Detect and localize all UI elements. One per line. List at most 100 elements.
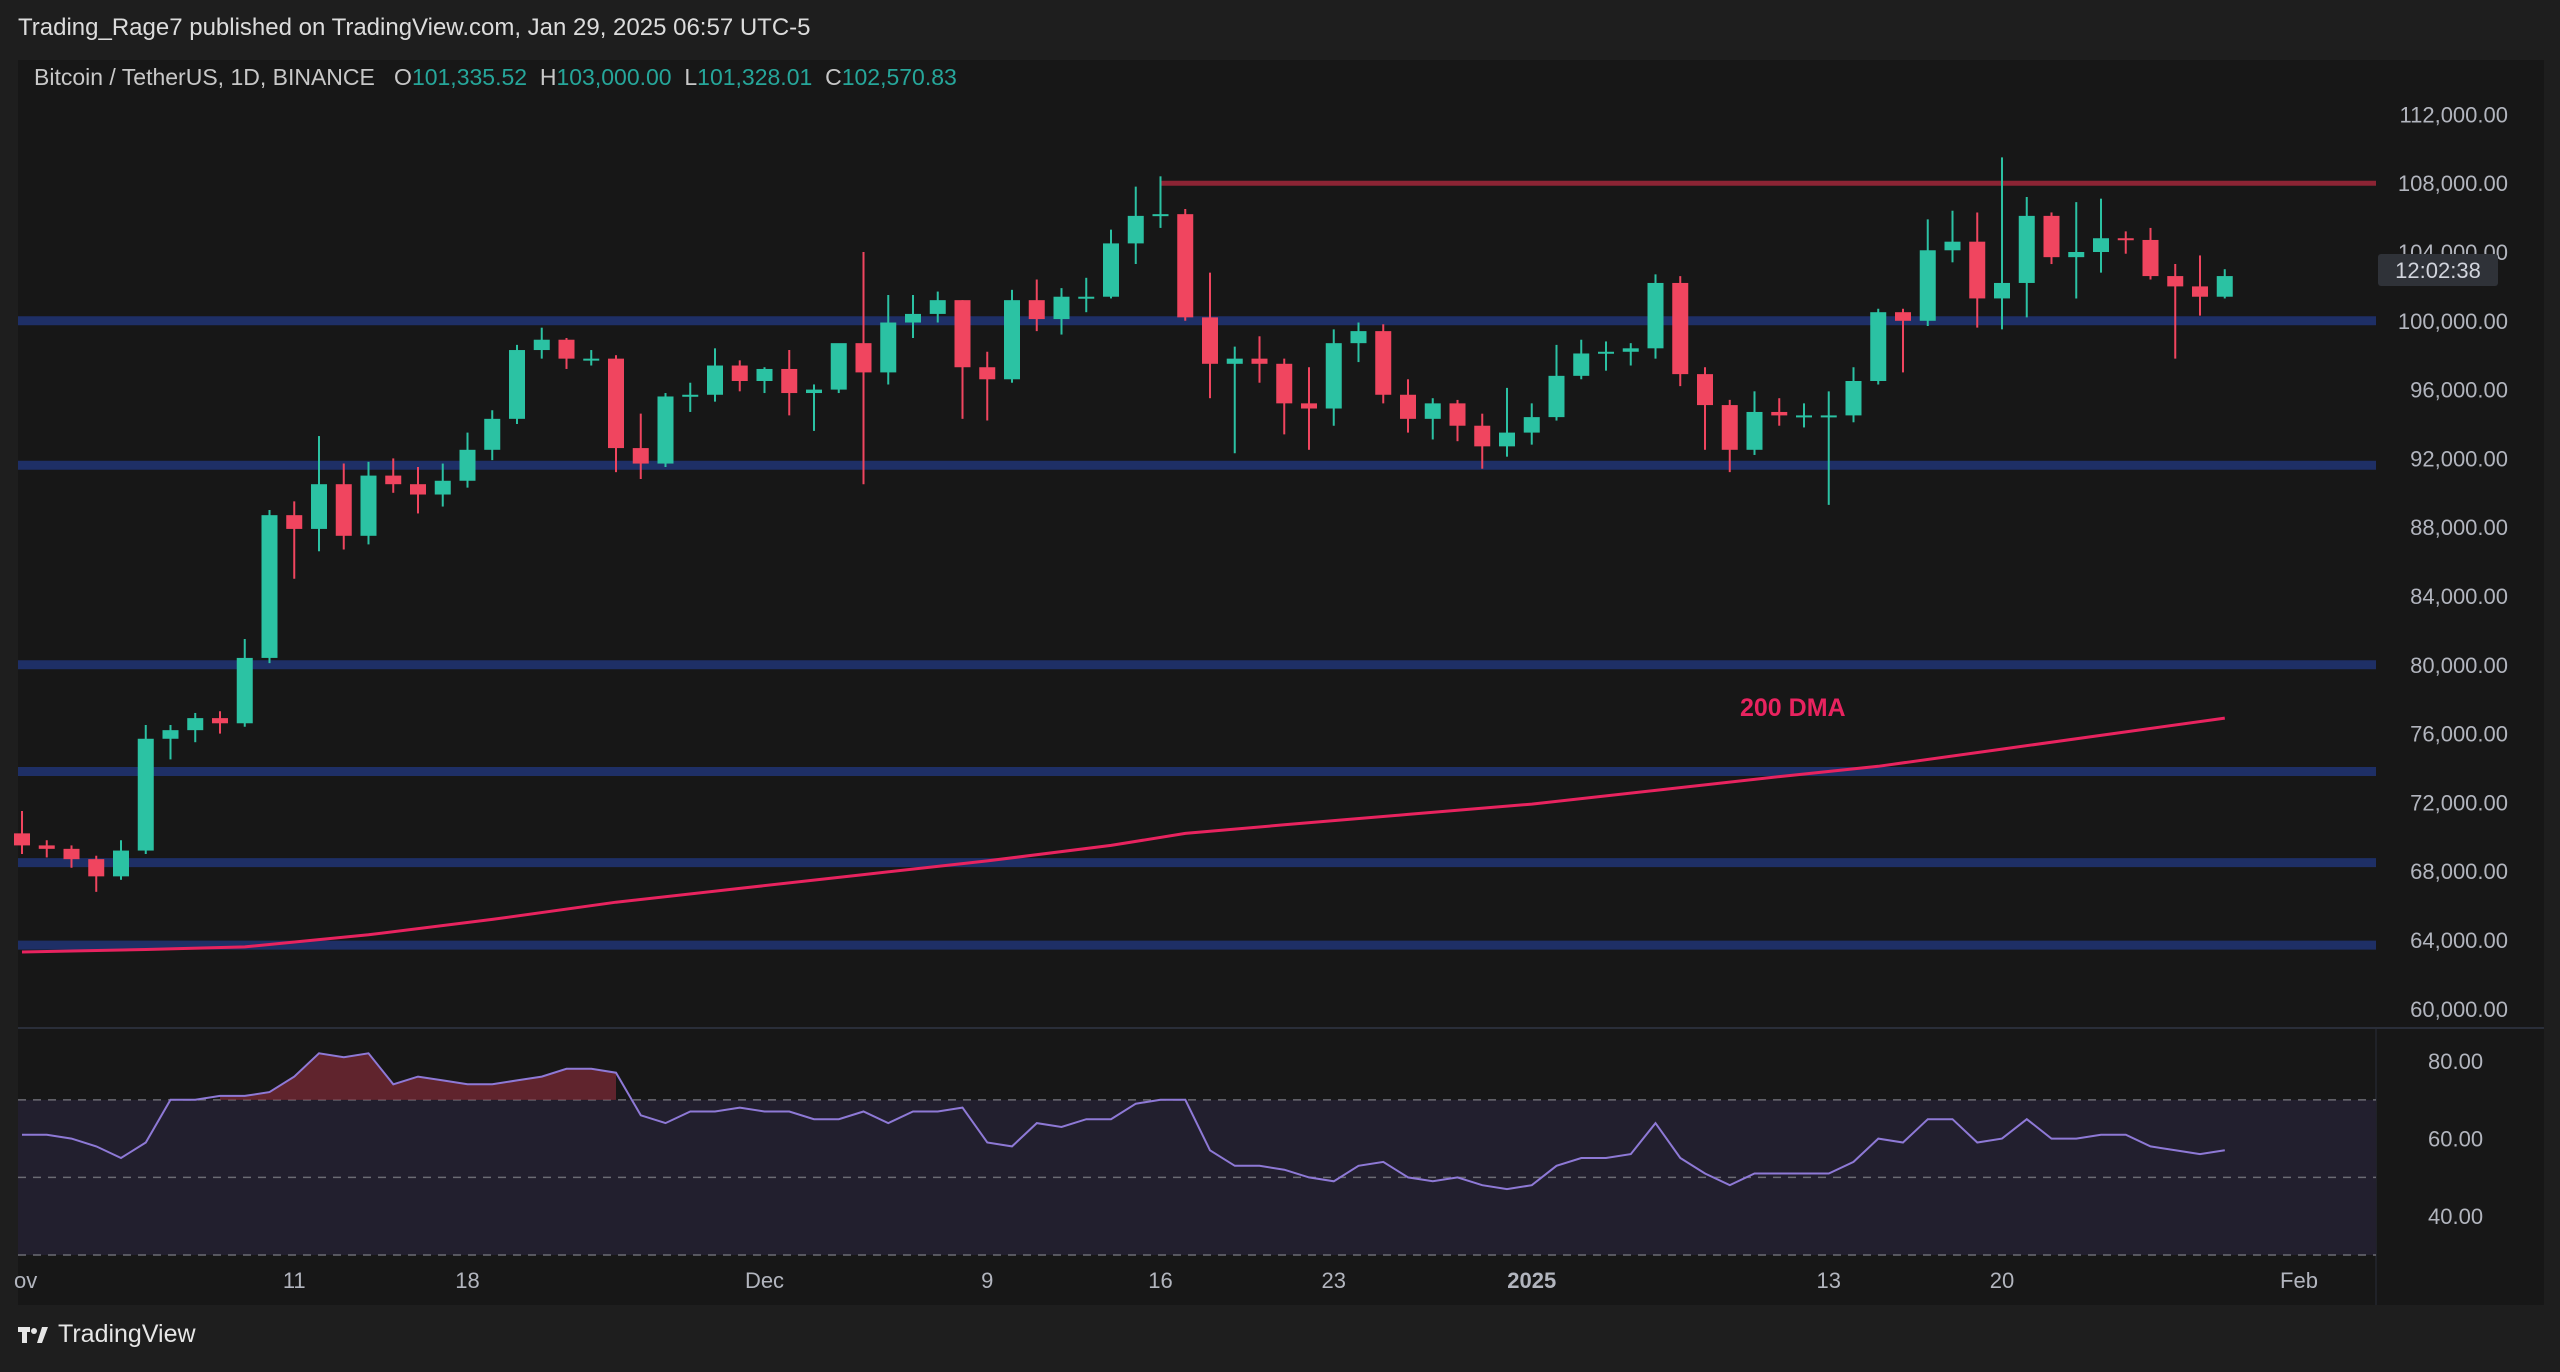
candle-body <box>1944 241 1961 251</box>
candle-body <box>905 313 921 323</box>
candle-body <box>1523 417 1540 433</box>
legend-low-label: L <box>684 64 698 90</box>
price-axis-tick: 72,000.00 <box>2410 790 2508 815</box>
candle-body <box>1820 415 1837 418</box>
candle-body <box>1598 351 1614 354</box>
candle-body <box>2117 238 2134 241</box>
candle-body <box>1251 358 1268 364</box>
rsi-overbought-fill <box>220 1053 616 1100</box>
candle-body <box>1845 381 1862 416</box>
candle-body <box>14 833 30 846</box>
rsi-line <box>22 1052 2225 1191</box>
date-axis-tick: 11 <box>283 1268 306 1293</box>
candle-body <box>1573 353 1590 376</box>
candle-body <box>385 475 402 485</box>
price-axis-tick: 60,000.00 <box>2410 997 2508 1022</box>
price-axis-tick: 108,000.00 <box>2398 171 2508 196</box>
candle-body <box>682 394 699 397</box>
price-axis-tick: 64,000.00 <box>2410 928 2508 953</box>
date-axis-tick: Dec <box>745 1268 784 1293</box>
candle-body <box>1375 331 1392 395</box>
candle-body <box>781 368 798 394</box>
price-axis-tick: 76,000.00 <box>2410 722 2508 747</box>
candle-body <box>162 730 179 739</box>
legend-open-label: O <box>394 64 412 90</box>
price-axis-tick: 92,000.00 <box>2410 446 2508 471</box>
rsi-axis-tick: 40.00 <box>2428 1204 2483 1229</box>
candle-body <box>880 322 897 373</box>
date-axis-tick: 9 <box>981 1268 993 1293</box>
candle-body <box>1672 282 1689 375</box>
candle-body <box>1078 296 1095 299</box>
candle-body <box>261 515 278 658</box>
price-axis-tick: 68,000.00 <box>2410 859 2508 884</box>
legend-close-value: 102,570.83 <box>841 64 957 90</box>
candle-body <box>2167 276 2184 287</box>
candle-body <box>1276 363 1293 404</box>
ma-200-label: 200 DMA <box>1740 694 1846 722</box>
price-axis-tick: 80,000.00 <box>2410 653 2508 678</box>
candle-body <box>410 484 426 495</box>
candle-body <box>2093 238 2109 252</box>
legend-high-label: H <box>539 64 557 90</box>
candle-body <box>63 848 80 860</box>
countdown-badge: 12:02:38 <box>2395 258 2481 283</box>
candle-body <box>1796 415 1812 418</box>
candle-body <box>360 475 377 536</box>
candle-body <box>1152 214 1169 217</box>
candle-body <box>38 845 55 849</box>
candle-body <box>459 449 476 481</box>
candle-body <box>1919 250 1936 321</box>
date-axis-tick: 20 <box>1990 1268 2014 1293</box>
candle-body <box>1004 300 1020 380</box>
legend-high-value: 103,000.00 <box>556 64 672 90</box>
candle-body <box>533 339 550 351</box>
candle-body <box>1969 241 1986 299</box>
candle-body <box>212 718 228 724</box>
price-axis-tick: 100,000.00 <box>2398 309 2508 334</box>
tradingview-brand[interactable]: TradingView <box>18 1320 196 1349</box>
candle-body <box>979 367 996 380</box>
candle-body <box>1226 358 1243 364</box>
candle-body <box>1202 317 1218 364</box>
candle-body <box>1746 411 1763 450</box>
candle-body <box>1647 282 1664 349</box>
candle-body <box>1499 432 1515 447</box>
candle-body <box>1870 312 1887 381</box>
legend-close-label: C <box>825 64 842 90</box>
rsi-axis-tick: 80.00 <box>2428 1049 2483 1074</box>
candle-body <box>806 389 822 394</box>
candle-body <box>1474 425 1491 447</box>
candle-body <box>1350 331 1367 344</box>
candle-body <box>311 484 327 529</box>
candle-body <box>1721 405 1738 450</box>
candle-body <box>2018 215 2035 283</box>
top-bar: Trading_Rage7 published on TradingView.c… <box>0 0 2560 60</box>
candle-body <box>1301 403 1317 409</box>
candle-body <box>1400 394 1416 419</box>
candle-body <box>731 365 748 381</box>
date-axis-tick: 13 <box>1817 1268 1841 1293</box>
price-axis-tick: 96,000.00 <box>2410 378 2508 403</box>
candle-body <box>1771 411 1788 416</box>
candle-body <box>187 718 204 731</box>
candle-body <box>113 850 129 877</box>
candle-body <box>632 448 649 464</box>
candle-body <box>1103 243 1119 297</box>
price-chart[interactable]: 200 DMA 112,000.00108,000.00104,000.0010… <box>0 0 2560 1305</box>
candle-body <box>1127 215 1144 244</box>
date-axis-tick: 2025 <box>1507 1268 1556 1293</box>
candle-body <box>583 358 600 361</box>
candle-body <box>2043 215 2060 258</box>
candle-body <box>558 339 575 359</box>
candle-body <box>2216 276 2233 297</box>
candle-body <box>137 738 154 851</box>
candle-body <box>1424 403 1441 419</box>
publisher-line: Trading_Rage7 published on TradingView.c… <box>18 14 811 41</box>
candle-body <box>1028 300 1045 320</box>
candle-body <box>434 480 451 495</box>
ma-200-line <box>21 716 2226 954</box>
candle-body <box>1697 374 1713 406</box>
tradingview-logo-icon <box>18 1326 48 1343</box>
countdown-badge-bg <box>2378 254 2498 286</box>
